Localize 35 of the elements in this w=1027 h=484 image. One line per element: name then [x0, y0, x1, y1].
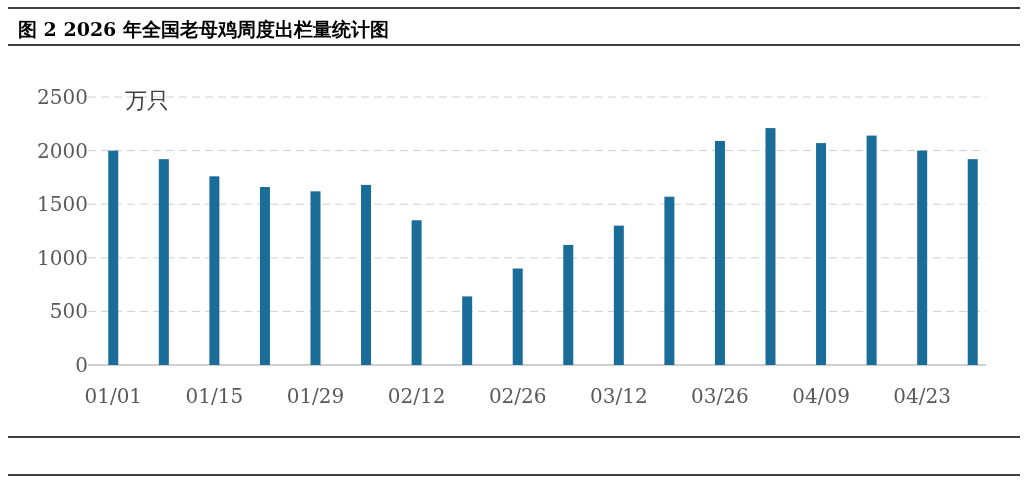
x-tick-label: 01/29 — [286, 384, 345, 408]
bar — [310, 191, 321, 365]
bar — [512, 268, 523, 365]
bar — [563, 244, 574, 365]
y-tick-label: 0 — [75, 353, 88, 377]
bar — [967, 159, 978, 365]
bar — [866, 135, 877, 365]
x-tick-label: 01/01 — [84, 384, 143, 408]
bar — [209, 176, 220, 365]
bar — [108, 150, 119, 365]
bar — [462, 296, 473, 365]
y-tick-label: 1000 — [37, 245, 88, 270]
bar — [714, 140, 725, 365]
chart-title: 图 2 2026 年全国老母鸡周度出栏量统计图 — [18, 18, 389, 40]
bar — [411, 220, 422, 365]
bar — [816, 143, 827, 365]
bar — [917, 150, 928, 365]
bar — [361, 184, 372, 365]
x-tick-label: 04/09 — [792, 384, 850, 408]
bar — [158, 159, 169, 365]
x-tick-label: 04/23 — [893, 384, 951, 408]
x-tick-label: 03/12 — [590, 384, 648, 408]
y-tick-label: 2500 — [37, 85, 88, 109]
x-tick-label: 02/12 — [387, 384, 446, 408]
bar — [765, 128, 776, 365]
y-tick-label: 2000 — [37, 138, 88, 163]
y-axis-title: 万只 — [125, 88, 169, 113]
bar — [664, 196, 675, 365]
x-tick-label: 01/15 — [185, 384, 244, 408]
y-tick-label: 1500 — [37, 192, 88, 217]
bar — [613, 225, 624, 365]
y-tick-label: 500 — [49, 299, 88, 324]
x-tick-label: 03/26 — [691, 384, 749, 408]
x-tick-label: 02/26 — [488, 384, 547, 408]
bar — [259, 187, 270, 365]
